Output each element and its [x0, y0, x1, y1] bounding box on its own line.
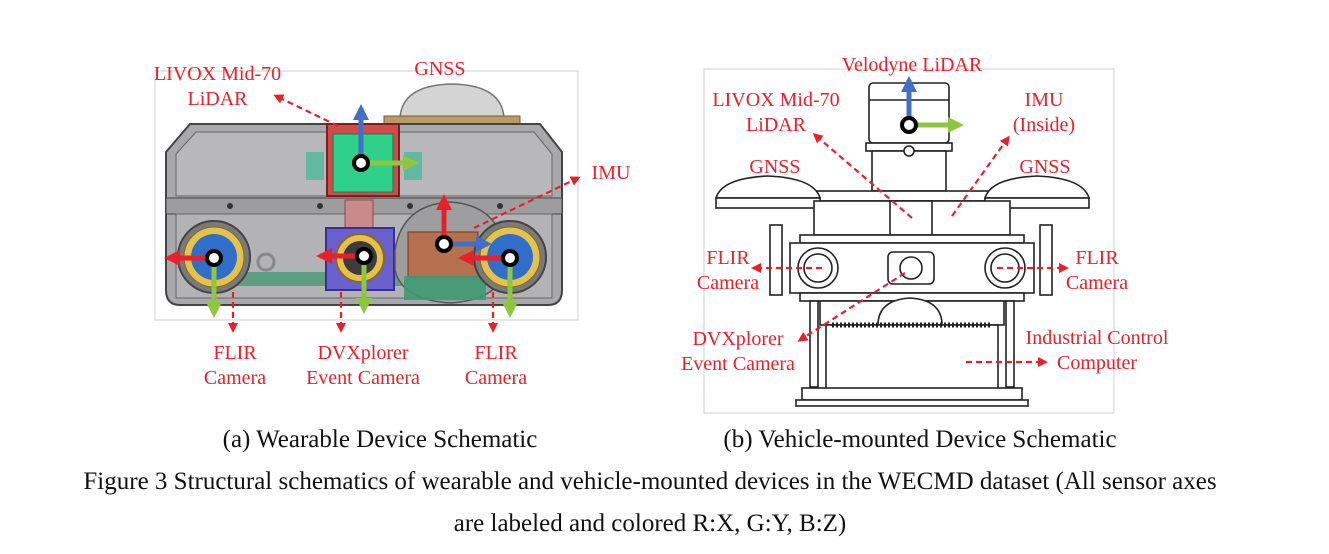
label-a-dvxplorer: DVXplorer Event Camera [306, 342, 420, 389]
vehicle-leader-lines [751, 133, 1069, 367]
subcaption-b: (b) Vehicle-mounted Device Schematic [723, 426, 1117, 453]
label-a-livox: LIVOX Mid-70 LiDAR [153, 63, 282, 110]
label-b-livox: LIVOX Mid-70 LiDAR [712, 89, 840, 136]
label-b-flir-left: FLIR Camera [696, 247, 760, 294]
figure-caption-line1: Figure 3 Structural schematics of wearab… [83, 468, 1217, 495]
label-a-flir-right: FLIR Camera [464, 342, 528, 389]
label-b-imu: IMU (Inside) [1012, 89, 1076, 136]
label-b-gnss-left: GNSS [749, 156, 801, 178]
label-b-velodyne: Velodyne LiDAR [841, 54, 983, 76]
label-b-dvxplorer: DVXplorer Event Camera [681, 328, 795, 375]
label-a-imu: IMU [591, 162, 631, 184]
label-b-flir-right: FLIR Camera [1065, 247, 1129, 294]
subcaption-a: (a) Wearable Device Schematic [222, 426, 538, 453]
wearable-sensor-axes [164, 104, 519, 318]
label-a-flir-left: FLIR Camera [203, 342, 267, 389]
label-b-industrial-computer: Industrial Control Computer [1025, 327, 1169, 374]
vehicle-device-drawing [703, 68, 1115, 414]
wearable-leader-lines [228, 94, 581, 333]
label-a-gnss: GNSS [414, 58, 466, 80]
vehicle-sensor-axes [900, 76, 964, 134]
figure-caption-line2: are labeled and colored R:X, G:Y, B:Z) [453, 510, 847, 537]
label-b-gnss-right: GNSS [1019, 156, 1071, 178]
